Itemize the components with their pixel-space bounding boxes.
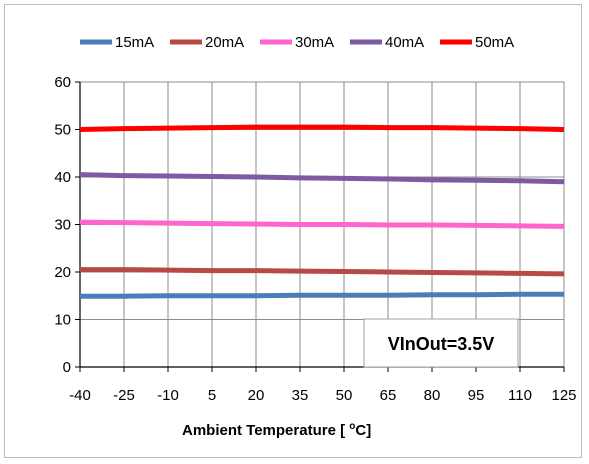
x-axis-title-text: Ambient Temperature [ — [182, 422, 349, 439]
legend-label-20mA: 20mA — [205, 34, 244, 51]
y-tick-label: 50 — [54, 122, 71, 139]
x-axis-unit: C] — [355, 422, 371, 439]
legend: 15mA 20mA 30mA 40mA 50mA — [80, 34, 514, 51]
series-line-15mA — [80, 291, 564, 299]
chart-frame — [4, 4, 582, 458]
series-line-20mA — [80, 267, 565, 277]
x-tick-label: 80 — [424, 387, 441, 404]
y-tick-label: 40 — [54, 169, 71, 186]
x-tick-label: 35 — [292, 387, 309, 404]
series-layer — [79, 124, 565, 299]
y-tick-label: 10 — [54, 312, 71, 329]
legend-label-50mA: 50mA — [475, 34, 514, 51]
y-tick-label: 30 — [54, 217, 71, 234]
y-tick-label: 60 — [54, 74, 71, 91]
annotation-box: VInOut=3.5V — [363, 318, 519, 368]
x-tick-label: 65 — [380, 387, 397, 404]
series-line-30mA — [79, 219, 565, 229]
x-tick-label: 20 — [248, 387, 265, 404]
legend-label-40mA: 40mA — [385, 34, 424, 51]
x-axis-unit-degree: o — [349, 421, 355, 432]
x-axis-title: Ambient Temperature [ oC] — [182, 421, 371, 439]
legend-label-30mA: 30mA — [295, 34, 334, 51]
x-tick-label: 110 — [508, 387, 532, 404]
x-tick-label: 50 — [336, 387, 353, 404]
x-tick-label: -40 — [69, 387, 91, 404]
y-tick-label: 20 — [54, 264, 71, 281]
x-tick-label: 125 — [551, 387, 576, 404]
x-tick-label: 5 — [208, 387, 216, 404]
annotation-text: VInOut=3.5V — [388, 334, 495, 354]
x-tick-label: -25 — [113, 387, 135, 404]
series-line-50mA — [79, 124, 565, 132]
series-line-40mA — [79, 172, 565, 185]
x-tick-label: 95 — [468, 387, 485, 404]
legend-label-15mA: 15mA — [115, 34, 154, 51]
y-tick-label: 0 — [63, 359, 71, 376]
x-tick-label: -10 — [157, 387, 179, 404]
